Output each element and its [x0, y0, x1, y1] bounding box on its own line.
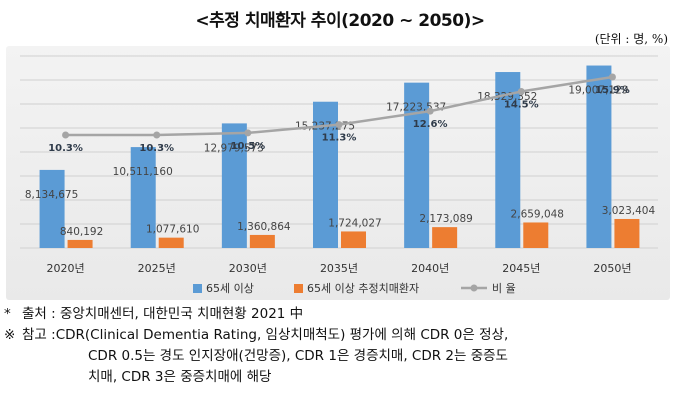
ratio-label: 15.9%	[595, 85, 630, 96]
ratio-label: 11.3%	[322, 133, 357, 144]
reference-note: ※ 참고 : CDR(Clinical Dementia Rating, 임상치…	[4, 325, 676, 346]
chart-title: <추정 치매환자 추이(2020 ~ 2050)>	[195, 11, 485, 31]
bar-65plus	[130, 147, 156, 248]
bar-dementia-label: 1,724,027	[328, 217, 381, 229]
dementia-chart: 8,134,675 840,192 2020년 10,511,160 1,077,610…	[20, 55, 658, 295]
x-tick-label: 2030년	[229, 262, 267, 275]
reference-line-3-row: 치매, CDR 3은 중증치매에 해당	[4, 367, 676, 388]
ratio-point	[153, 131, 161, 139]
bar-dementia-label: 3,023,404	[602, 205, 656, 217]
x-tick-label: 2050년	[593, 262, 631, 275]
bar-dementia-label: 840,192	[60, 226, 103, 238]
bar-65plus	[586, 65, 612, 249]
x-tick-label: 2040년	[411, 262, 449, 275]
bar-65plus-label: 8,134,675	[25, 189, 78, 201]
bar-65plus-label: 19,007,129	[568, 85, 628, 97]
legend-swatch-dementia	[294, 284, 303, 293]
ratio-label: 10.5%	[231, 141, 266, 152]
bar-dementia-label: 2,659,048	[511, 208, 564, 220]
ratio-point	[517, 87, 525, 95]
ratio-point	[244, 129, 252, 137]
legend-label-65plus: 65세 이상	[206, 282, 254, 295]
source-text: 출처 : 중앙치매센터, 대한민국 치매현황 2021 中	[22, 306, 304, 322]
bar-65plus-label: 12,979,573	[204, 142, 264, 154]
bar-dementia-label: 1,077,610	[146, 224, 199, 236]
reference-line-1: CDR(Clinical Dementia Rating, 임상치매척도) 평가…	[55, 327, 509, 343]
bar-dementia	[523, 222, 549, 248]
bar-dementia	[67, 239, 93, 248]
reference-line-2: CDR 0.5는 경도 인지장애(건망증), CDR 1은 경증치매, CDR …	[88, 348, 508, 364]
bar-65plus	[404, 82, 430, 248]
bar-65plus-label: 10,511,160	[113, 166, 173, 178]
legend-label-dementia: 65세 이상 추정치매환자	[307, 282, 419, 295]
bar-dementia-label: 1,360,864	[237, 221, 291, 233]
x-tick-label: 2025년	[138, 262, 176, 275]
ratio-point	[62, 131, 70, 139]
bar-65plus	[221, 123, 247, 248]
legend-marker-ratio	[470, 284, 478, 292]
bar-65plus	[495, 72, 521, 248]
bar-dementia	[341, 231, 366, 248]
ratio-label: 10.3%	[48, 143, 83, 154]
bar-dementia	[432, 227, 458, 248]
bar-65plus	[39, 169, 65, 248]
ratio-label: 10.3%	[139, 143, 174, 154]
reference-line-3: 치매, CDR 3은 중증치매에 해당	[88, 369, 272, 385]
bar-dementia	[614, 218, 640, 248]
legend-swatch-65plus	[193, 284, 202, 293]
bar-dementia	[158, 237, 184, 248]
ratio-point	[426, 107, 434, 115]
x-tick-label: 2035년	[320, 262, 358, 275]
bar-dementia	[249, 234, 275, 248]
source-mark: *	[4, 306, 11, 322]
source-note: * 출처 : 중앙치매센터, 대한민국 치매현황 2021 中	[4, 304, 676, 325]
legend-label-ratio: 비 율	[492, 282, 516, 295]
reference-mark: ※	[4, 327, 16, 343]
notes: * 출처 : 중앙치매센터, 대한민국 치매현황 2021 中 ※ 참고 : C…	[4, 304, 676, 388]
chart-area: 8,134,675 840,192 2020년 10,511,160 1,077,610…	[6, 46, 670, 300]
ratio-point	[335, 121, 343, 129]
bar-dementia-label: 2,173,089	[419, 213, 472, 225]
ratio-point	[608, 73, 616, 81]
unit-label: (단위 : 명, %)	[594, 32, 668, 46]
reference-label: 참고 :	[22, 327, 56, 343]
ratio-label: 14.5%	[504, 99, 539, 110]
x-tick-label: 2020년	[47, 262, 85, 275]
bar-65plus-label: 17,223,537	[386, 102, 446, 114]
reference-line-2-row: CDR 0.5는 경도 인지장애(건망증), CDR 1은 경증치매, CDR …	[4, 346, 676, 367]
x-tick-label: 2045년	[502, 262, 540, 275]
ratio-label: 12.6%	[413, 119, 448, 130]
